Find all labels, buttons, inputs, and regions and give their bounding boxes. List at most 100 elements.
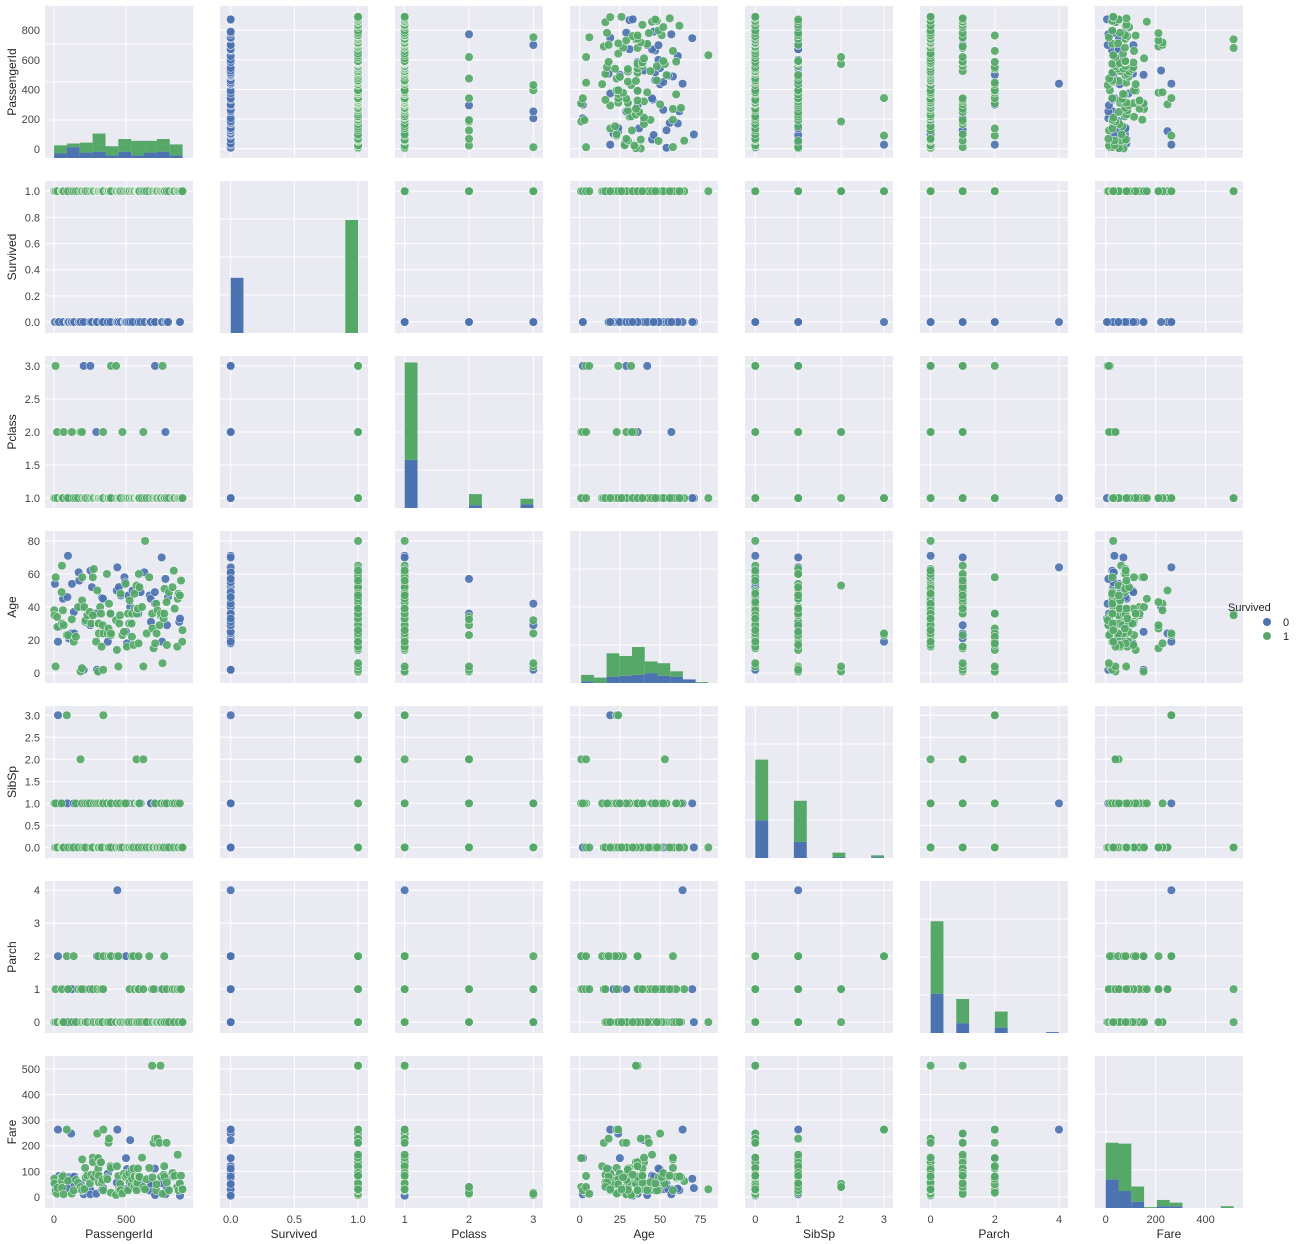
scatter-point-survived-1 <box>353 710 363 720</box>
scatter-point-survived-1 <box>114 618 124 629</box>
scatter-point-survived-1 <box>578 93 588 103</box>
subplot-passengerid-vs-fare <box>1095 6 1243 158</box>
hist-bar-survived-1 <box>670 671 683 677</box>
scatter-point-survived-1 <box>1153 597 1164 607</box>
subplot-survived-vs-pclass <box>395 181 543 333</box>
subplot-age-vs-sibsp <box>745 531 893 683</box>
scatter-point-survived-1 <box>658 22 668 32</box>
scatter-point-survived-1 <box>639 53 649 63</box>
subplot-age-vs-passengerid <box>45 531 193 683</box>
scatter-point-survived-1 <box>750 625 760 635</box>
subplot-background <box>920 181 1068 333</box>
scatter-point-survived-0 <box>628 14 638 24</box>
scatter-point-survived-1 <box>674 186 684 196</box>
scatter-point-survived-1 <box>88 572 98 582</box>
subplot-sibsp-vs-sibsp <box>745 706 893 858</box>
scatter-point-survived-1 <box>353 493 363 503</box>
scatter-point-survived-1 <box>750 186 760 196</box>
scatter-point-survived-1 <box>1104 361 1114 371</box>
subplot-age-vs-parch <box>920 531 1068 683</box>
hist-bar-survived-1 <box>644 661 658 674</box>
scatter-point-survived-1 <box>958 115 968 125</box>
scatter-point-survived-1 <box>990 186 1000 196</box>
scatter-point-survived-1 <box>1118 89 1128 99</box>
scatter-point-survived-1 <box>661 70 672 80</box>
hist-bar-survived-0 <box>832 857 846 858</box>
scatter-point-survived-1 <box>121 579 131 589</box>
scatter-point-survived-1 <box>1115 28 1125 38</box>
scatter-point-survived-1 <box>353 566 363 576</box>
hist-bar-survived-0 <box>404 459 418 508</box>
scatter-point-survived-1 <box>958 13 968 23</box>
scatter-point-survived-1 <box>616 842 627 852</box>
scatter-point-survived-1 <box>157 361 168 371</box>
scatter-point-survived-1 <box>51 572 61 582</box>
scatter-point-survived-1 <box>668 142 678 152</box>
scatter-point-survived-1 <box>117 427 127 437</box>
subplot-passengerid-vs-survived <box>220 6 368 158</box>
scatter-point-survived-1 <box>127 618 137 629</box>
scatter-point-survived-1 <box>958 561 968 571</box>
scatter-point-survived-1 <box>159 609 169 619</box>
subplot-passengerid-vs-pclass <box>395 6 543 158</box>
scatter-point-survived-1 <box>353 576 363 586</box>
scatter-point-survived-1 <box>50 361 61 371</box>
scatter-point-survived-1 <box>1142 17 1152 27</box>
scatter-point-survived-1 <box>629 140 639 151</box>
scatter-point-survived-1 <box>1142 594 1152 604</box>
scatter-point-survived-1 <box>665 13 675 23</box>
hist-bar-survived-0 <box>871 857 884 858</box>
scatter-point-survived-1 <box>134 582 144 592</box>
scatter-point-survived-1 <box>750 361 760 371</box>
scatter-point-survived-1 <box>98 665 108 675</box>
hist-bar-survived-1 <box>54 145 67 154</box>
scatter-point-survived-1 <box>71 632 81 642</box>
scatter-point-survived-1 <box>621 35 631 45</box>
scatter-point-survived-1 <box>612 427 622 437</box>
subplot-sibsp-vs-age <box>570 706 718 858</box>
scatter-point-survived-1 <box>879 93 889 103</box>
scatter-point-survived-1 <box>668 46 678 56</box>
scatter-point-survived-1 <box>604 57 614 67</box>
scatter-point-survived-0 <box>958 552 968 562</box>
scatter-point-survived-1 <box>793 136 803 146</box>
scatter-point-survived-1 <box>167 582 178 592</box>
scatter-point-survived-0 <box>1156 317 1166 327</box>
scatter-point-survived-1 <box>926 589 936 599</box>
scatter-point-survived-0 <box>649 130 659 140</box>
scatter-point-survived-1 <box>113 661 123 672</box>
scatter-point-survived-1 <box>50 661 61 672</box>
subplot-passengerid-vs-sibsp <box>745 6 893 158</box>
hist-bar-survived-1 <box>606 653 620 677</box>
scatter-point-survived-1 <box>703 50 713 60</box>
scatter-point-survived-1 <box>115 589 126 599</box>
scatter-point-survived-0 <box>750 551 760 561</box>
subplot-pclass-vs-parch <box>920 356 1068 508</box>
hist-bar-survived-0 <box>79 152 93 158</box>
scatter-point-survived-1 <box>1131 30 1141 41</box>
scatter-point-survived-1 <box>627 427 637 437</box>
scatter-point-survived-1 <box>793 640 803 650</box>
hist-bar-survived-0 <box>54 153 67 158</box>
scatter-point-survived-1 <box>177 493 188 503</box>
scatter-point-survived-1 <box>627 125 637 135</box>
scatter-point-survived-1 <box>926 614 936 624</box>
scatter-point-survived-0 <box>687 317 697 327</box>
scatter-point-survived-1 <box>633 95 643 106</box>
scatter-point-survived-1 <box>77 572 87 582</box>
scatter-point-survived-1 <box>879 186 889 196</box>
scatter-point-survived-1 <box>926 427 936 437</box>
scatter-point-survived-1 <box>1139 667 1149 677</box>
scatter-point-survived-1 <box>1117 129 1127 139</box>
scatter-point-survived-1 <box>750 12 760 22</box>
scatter-point-survived-1 <box>177 637 187 647</box>
hist-bar-survived-0 <box>118 151 132 158</box>
scatter-point-survived-1 <box>750 614 760 624</box>
subplot-survived-vs-survived <box>220 181 368 333</box>
scatter-point-survived-0 <box>879 140 889 150</box>
scatter-point-survived-1 <box>162 597 172 607</box>
scatter-point-survived-1 <box>1114 590 1124 600</box>
scatter-point-survived-1 <box>1229 34 1239 44</box>
scatter-point-survived-0 <box>175 317 185 327</box>
scatter-point-survived-1 <box>668 115 678 125</box>
